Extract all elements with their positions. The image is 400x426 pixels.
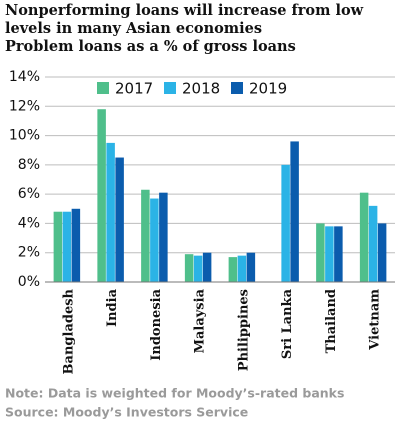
- note: Note: Data is weighted for Moody’s-rated…: [5, 386, 344, 401]
- bar: [281, 164, 290, 282]
- x-tick-label: Vietnam: [368, 289, 383, 351]
- bar: [237, 255, 247, 282]
- bar: [228, 257, 238, 282]
- bar: [246, 252, 256, 282]
- bar: [115, 157, 124, 282]
- chart-title: Nonperforming loans will increase from l…: [5, 2, 364, 37]
- x-tick-label: Philippines: [236, 289, 251, 371]
- bar: [368, 205, 378, 282]
- legend-label: 2019: [249, 80, 287, 98]
- y-tick-label: 14%: [9, 69, 40, 85]
- bar: [325, 226, 334, 282]
- bar: [71, 208, 81, 282]
- x-tick-label: Thailand: [324, 289, 339, 353]
- y-tick-label: 2%: [18, 245, 40, 261]
- legend-swatch: [97, 82, 109, 94]
- bar: [359, 192, 369, 282]
- note: Source: Moody’s Investors Service: [5, 405, 248, 420]
- x-tick-label: Malaysia: [193, 288, 208, 353]
- legend-swatch: [164, 82, 176, 94]
- bar: [377, 223, 387, 282]
- bar: [202, 252, 212, 282]
- legend-label: 2018: [182, 80, 220, 98]
- legend-swatch: [231, 82, 243, 94]
- legend-label: 2017: [115, 80, 153, 98]
- bar: [106, 142, 115, 282]
- bar: [150, 198, 159, 282]
- y-tick-label: 6%: [18, 186, 40, 202]
- bar: [316, 223, 325, 282]
- bar: [193, 255, 203, 282]
- bar: [184, 254, 194, 282]
- y-tick-label: 8%: [18, 157, 40, 173]
- chart-subtitle: Problem loans as a % of gross loans: [5, 38, 296, 55]
- y-tick-label: 12%: [9, 98, 40, 114]
- x-tick-label: Indonesia: [149, 288, 164, 360]
- bar: [62, 211, 72, 282]
- bar: [97, 109, 106, 282]
- y-tick-label: 10%: [9, 128, 40, 144]
- bar: [290, 141, 299, 282]
- y-tick-label: 0%: [18, 274, 40, 290]
- bar: [53, 211, 63, 282]
- bar: [141, 189, 150, 282]
- x-tick-label: Bangladesh: [61, 288, 76, 374]
- x-tick-label: Sri Lanka: [280, 288, 295, 359]
- bar: [334, 226, 343, 282]
- y-tick-label: 4%: [18, 215, 40, 231]
- x-tick-label: India: [105, 288, 120, 327]
- bar: [159, 192, 168, 282]
